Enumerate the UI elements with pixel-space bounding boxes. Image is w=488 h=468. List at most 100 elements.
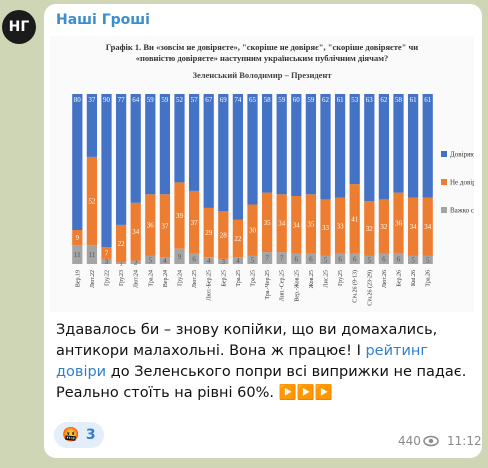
bar-segment [320, 199, 331, 256]
bar-segment [101, 94, 112, 247]
bar-segment [247, 94, 258, 205]
bar-segment [407, 197, 419, 256]
bar-segment [159, 194, 171, 258]
bar-segment [72, 245, 83, 264]
x-tick-label: Вер.-Жов.25 [294, 270, 300, 302]
bar-segment [291, 253, 302, 264]
value-label: 6 [382, 255, 386, 263]
bar-segment [364, 255, 375, 264]
value-label: 53 [351, 96, 359, 104]
x-tick-label: Вер.19 [75, 270, 81, 287]
value-label: 58 [264, 96, 272, 104]
value-label: 41 [351, 215, 359, 223]
channel-avatar[interactable]: НГ [2, 10, 36, 44]
x-tick-label: Гру.22 [105, 270, 111, 286]
bar-segment [393, 192, 404, 254]
x-tick-label: Лют.-Бер.25 [207, 270, 213, 301]
bar-segment [276, 94, 287, 195]
bar-segment [203, 257, 214, 264]
value-label: 4 [163, 257, 167, 265]
value-label: 36 [395, 220, 403, 228]
value-label: 37 [88, 96, 96, 104]
value-label: 80 [74, 96, 82, 104]
value-label: 28 [220, 232, 228, 240]
bar-segment [261, 94, 273, 193]
value-label: 3 [222, 258, 226, 266]
reaction-count: 3 [85, 427, 96, 443]
x-tick-label: Лют.26 [382, 270, 388, 288]
x-tick-label: Тра.25 [236, 270, 242, 287]
views-icon [423, 435, 439, 447]
x-tick-label: Січ.26 (9-13) [352, 270, 359, 303]
value-label: 32 [366, 225, 374, 233]
bar-segment [422, 255, 433, 264]
value-label: 6 [338, 255, 342, 263]
value-label: 62 [380, 96, 388, 104]
bar-segment [334, 94, 346, 198]
value-label: 30 [249, 227, 257, 235]
value-label: 34 [293, 221, 301, 229]
value-label: 6 [295, 255, 299, 263]
bar-segment [276, 194, 287, 253]
x-tick-label: Тра.-Чер.25 [265, 270, 271, 300]
value-label: 22 [118, 240, 126, 248]
bar-segment [115, 262, 127, 264]
link[interactable]: рейтинг довіри [56, 343, 428, 380]
value-label: 6 [353, 255, 357, 263]
value-label: 22 [234, 235, 242, 243]
value-label: 37 [191, 219, 199, 227]
title-line: «повністю довіряєте» наступним українськ… [136, 53, 388, 63]
bar-segment [115, 94, 127, 225]
value-label: 4 [236, 257, 240, 265]
x-tick-label: Кві.26 [411, 270, 417, 286]
bar-segment [276, 252, 287, 264]
value-label: 34 [132, 228, 140, 236]
bar-segment [188, 253, 200, 264]
message-text: Здавалось би – знову копійки, що ви дома… [56, 320, 476, 404]
bar-segment [393, 94, 404, 193]
value-label: 37 [161, 222, 169, 230]
value-label: 7 [265, 255, 269, 263]
value-label: 90 [103, 96, 111, 104]
text: Здавалось би – знову копійки, що ви дома… [56, 322, 438, 359]
bar-segment [86, 94, 98, 157]
chart[interactable]: Графік 1. Ви «зовсім не довіряєте», "ско… [50, 36, 474, 312]
views: 440 [398, 434, 421, 448]
value-label: 11 [89, 251, 96, 259]
x-tick-label: Гру.25 [338, 270, 344, 286]
value-label: 77 [118, 96, 126, 104]
bar-segment [188, 190, 200, 254]
value-label: 61 [424, 96, 432, 104]
value-label: 5 [426, 256, 430, 264]
x-tick-label: Тра.24 [148, 270, 154, 287]
legend-swatch [441, 179, 447, 185]
bar-segment [101, 247, 112, 259]
value-label: 59 [161, 96, 169, 104]
x-tick-label: Бер.25 [221, 270, 227, 287]
value-label: 59 [147, 96, 155, 104]
chart-title: Графік 1. Ви «зовсім не довіряєте», "ско… [106, 42, 419, 63]
value-label: 4 [207, 257, 211, 265]
reaction-emoji: 🤬 [62, 427, 80, 443]
bar-segment [291, 196, 302, 254]
bar-segment [364, 94, 375, 202]
value-label: 7 [105, 249, 109, 257]
reaction[interactable]: 🤬 3 [54, 422, 104, 448]
bar-segment [188, 94, 200, 191]
bar-segment [334, 253, 346, 264]
value-label: 32 [380, 223, 388, 231]
channel-name[interactable]: Наші Гроші [56, 12, 150, 28]
legend-swatch [441, 151, 447, 157]
bar-segment [393, 253, 404, 264]
bar-segment [86, 156, 98, 246]
bar-segment [130, 202, 141, 261]
value-label: 3 [105, 258, 109, 266]
bar-segment [232, 257, 244, 264]
value-label: 9 [178, 253, 182, 261]
x-tick-label: Жов.25 [309, 270, 315, 288]
value-label: 6 [309, 255, 313, 263]
value-label: 61 [337, 96, 345, 104]
bar-segment [72, 94, 83, 230]
value-label: 5 [368, 256, 372, 264]
value-label: 34 [424, 223, 432, 231]
